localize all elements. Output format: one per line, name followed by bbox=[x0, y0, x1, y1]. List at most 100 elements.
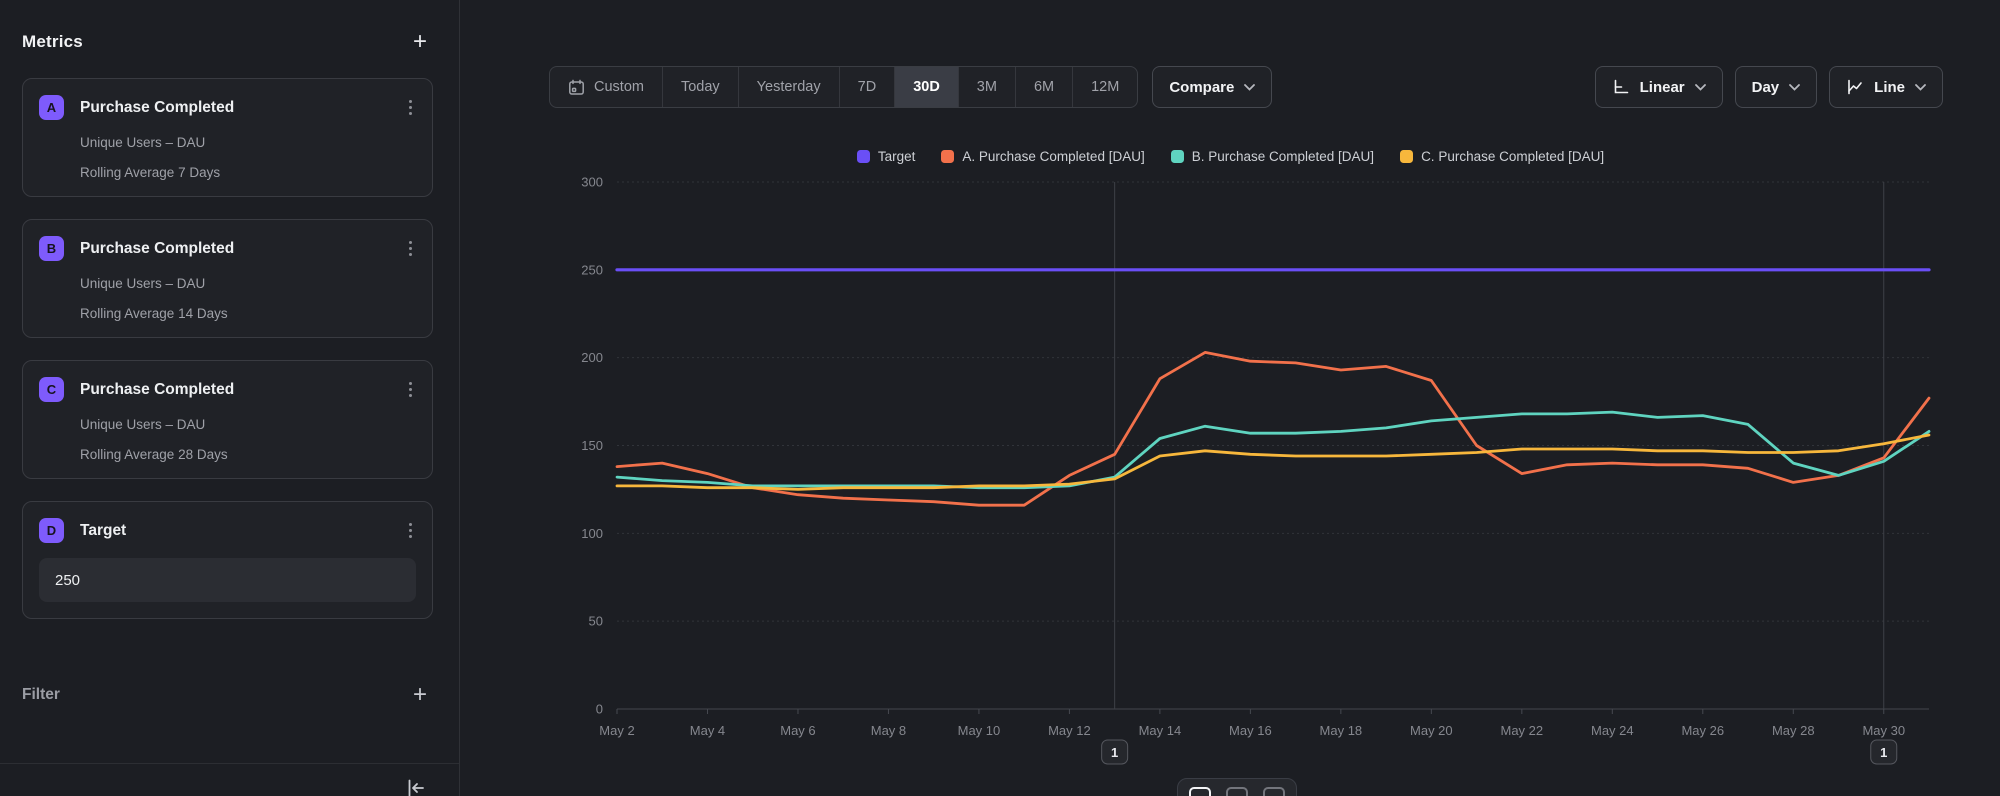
metric-measure[interactable]: Unique Users – DAU bbox=[80, 417, 416, 432]
legend-label: B. Purchase Completed [DAU] bbox=[1192, 149, 1374, 164]
metric-card-a[interactable]: A Purchase Completed Unique Users – DAU … bbox=[22, 78, 433, 197]
x-axis-tick-label: May 30 bbox=[1862, 723, 1905, 738]
filter-title: Filter bbox=[22, 686, 60, 704]
range-12m[interactable]: 12M bbox=[1072, 67, 1137, 107]
x-axis-tick-label: May 18 bbox=[1320, 723, 1363, 738]
chart-style-bar-icon[interactable] bbox=[1263, 787, 1285, 796]
range-6m[interactable]: 6M bbox=[1015, 67, 1072, 107]
add-metric-button[interactable]: + bbox=[407, 30, 433, 54]
series-line-a bbox=[617, 352, 1929, 505]
collapse-sidebar-icon[interactable] bbox=[405, 777, 427, 796]
compare-button[interactable]: Compare bbox=[1152, 66, 1272, 108]
filter-section: Filter + bbox=[22, 683, 433, 707]
annotation-badge-count: 1 bbox=[1880, 745, 1887, 760]
scale-label: Linear bbox=[1640, 79, 1685, 96]
more-options-icon[interactable] bbox=[405, 378, 416, 401]
metric-badge-a: A bbox=[39, 95, 64, 120]
app: Metrics + A Purchase Completed Unique Us… bbox=[0, 0, 2000, 796]
x-axis-tick-label: May 14 bbox=[1139, 723, 1182, 738]
x-axis-tick-label: May 2 bbox=[599, 723, 634, 738]
metrics-title: Metrics bbox=[22, 32, 83, 52]
metric-card-b-header: B Purchase Completed bbox=[39, 236, 416, 261]
range-custom[interactable]: Custom bbox=[550, 67, 662, 107]
range-yesterday[interactable]: Yesterday bbox=[738, 67, 839, 107]
chart-canvas: 050100150200250300May 2May 4May 6May 8Ma… bbox=[560, 170, 2000, 796]
metric-badge-b: B bbox=[39, 236, 64, 261]
legend-swatch bbox=[941, 150, 954, 163]
more-options-icon[interactable] bbox=[405, 519, 416, 542]
annotation-badge-May 13[interactable]: 1 bbox=[1102, 740, 1128, 764]
annotation-badge-May 30[interactable]: 1 bbox=[1871, 740, 1897, 764]
y-axis-tick-label: 0 bbox=[596, 702, 603, 717]
metric-card-a-header: A Purchase Completed bbox=[39, 95, 416, 120]
chart-panel: Custom Today Yesterday 7D 30D 3M 6M 12M … bbox=[461, 0, 2000, 796]
metric-card-b[interactable]: B Purchase Completed Unique Users – DAU … bbox=[22, 219, 433, 338]
series-line-c bbox=[617, 435, 1929, 489]
chevron-down-icon bbox=[1695, 84, 1706, 91]
range-3m[interactable]: 3M bbox=[958, 67, 1015, 107]
sidebar-divider bbox=[0, 763, 459, 764]
chevron-down-icon bbox=[1915, 84, 1926, 91]
add-filter-button[interactable]: + bbox=[407, 683, 433, 707]
metric-measure[interactable]: Unique Users – DAU bbox=[80, 276, 416, 291]
metric-transform[interactable]: Rolling Average 7 Days bbox=[80, 165, 416, 180]
chart-style-toggle bbox=[1177, 778, 1297, 796]
toolbar-spacer bbox=[1286, 66, 1580, 108]
target-card-header: D Target bbox=[39, 518, 416, 543]
target-card[interactable]: D Target bbox=[22, 501, 433, 619]
legend-item-a[interactable]: A. Purchase Completed [DAU] bbox=[941, 149, 1144, 164]
chart-style-line-icon[interactable] bbox=[1189, 787, 1211, 796]
metric-transform[interactable]: Rolling Average 14 Days bbox=[80, 306, 416, 321]
x-axis-tick-label: May 28 bbox=[1772, 723, 1815, 738]
chart-toolbar: Custom Today Yesterday 7D 30D 3M 6M 12M … bbox=[549, 66, 1943, 108]
x-axis-tick-label: May 6 bbox=[780, 723, 815, 738]
range-30d[interactable]: 30D bbox=[894, 67, 958, 107]
legend-item-c[interactable]: C. Purchase Completed [DAU] bbox=[1400, 149, 1604, 164]
x-axis-tick-label: May 4 bbox=[690, 723, 725, 738]
y-axis-tick-label: 300 bbox=[581, 175, 603, 190]
metric-measure[interactable]: Unique Users – DAU bbox=[80, 135, 416, 150]
metric-transform[interactable]: Rolling Average 28 Days bbox=[80, 447, 416, 462]
line-chart-icon bbox=[1846, 78, 1864, 96]
y-axis-tick-label: 200 bbox=[581, 350, 603, 365]
legend-item-target[interactable]: Target bbox=[857, 149, 916, 164]
calendar-icon bbox=[568, 79, 585, 96]
more-options-icon[interactable] bbox=[405, 237, 416, 260]
x-axis-tick-label: May 26 bbox=[1681, 723, 1724, 738]
legend-label: Target bbox=[878, 149, 916, 164]
metric-badge-d: D bbox=[39, 518, 64, 543]
metric-title: Purchase Completed bbox=[80, 381, 405, 399]
x-axis-tick-label: May 22 bbox=[1501, 723, 1544, 738]
target-title: Target bbox=[80, 522, 405, 540]
legend-swatch bbox=[1171, 150, 1184, 163]
x-axis-tick-label: May 10 bbox=[958, 723, 1001, 738]
x-axis-tick-label: May 20 bbox=[1410, 723, 1453, 738]
chart-style-stacked-icon[interactable] bbox=[1226, 787, 1248, 796]
x-axis-tick-label: May 12 bbox=[1048, 723, 1091, 738]
legend-swatch bbox=[857, 150, 870, 163]
x-axis-tick-label: May 24 bbox=[1591, 723, 1634, 738]
range-7d[interactable]: 7D bbox=[839, 67, 895, 107]
granularity-button[interactable]: Day bbox=[1735, 66, 1818, 108]
more-options-icon[interactable] bbox=[405, 96, 416, 119]
metric-card-c[interactable]: C Purchase Completed Unique Users – DAU … bbox=[22, 360, 433, 479]
granularity-label: Day bbox=[1752, 79, 1780, 96]
legend-swatch bbox=[1400, 150, 1413, 163]
legend-item-b[interactable]: B. Purchase Completed [DAU] bbox=[1171, 149, 1374, 164]
chevron-down-icon bbox=[1244, 84, 1255, 91]
metric-title: Purchase Completed bbox=[80, 99, 405, 117]
metric-title: Purchase Completed bbox=[80, 240, 405, 258]
scale-button[interactable]: Linear bbox=[1595, 66, 1723, 108]
metric-badge-c: C bbox=[39, 377, 64, 402]
y-axis-tick-label: 50 bbox=[589, 614, 603, 629]
chart-legend: Target A. Purchase Completed [DAU] B. Pu… bbox=[461, 149, 2000, 164]
compare-label: Compare bbox=[1169, 79, 1234, 96]
metric-cards: A Purchase Completed Unique Users – DAU … bbox=[22, 78, 433, 619]
chart-type-button[interactable]: Line bbox=[1829, 66, 1943, 108]
range-today[interactable]: Today bbox=[662, 67, 738, 107]
x-axis-tick-label: May 16 bbox=[1229, 723, 1272, 738]
annotation-badge-count: 1 bbox=[1111, 745, 1118, 760]
axis-scale-icon bbox=[1612, 78, 1630, 96]
target-value-input[interactable] bbox=[39, 558, 416, 602]
legend-label: C. Purchase Completed [DAU] bbox=[1421, 149, 1604, 164]
